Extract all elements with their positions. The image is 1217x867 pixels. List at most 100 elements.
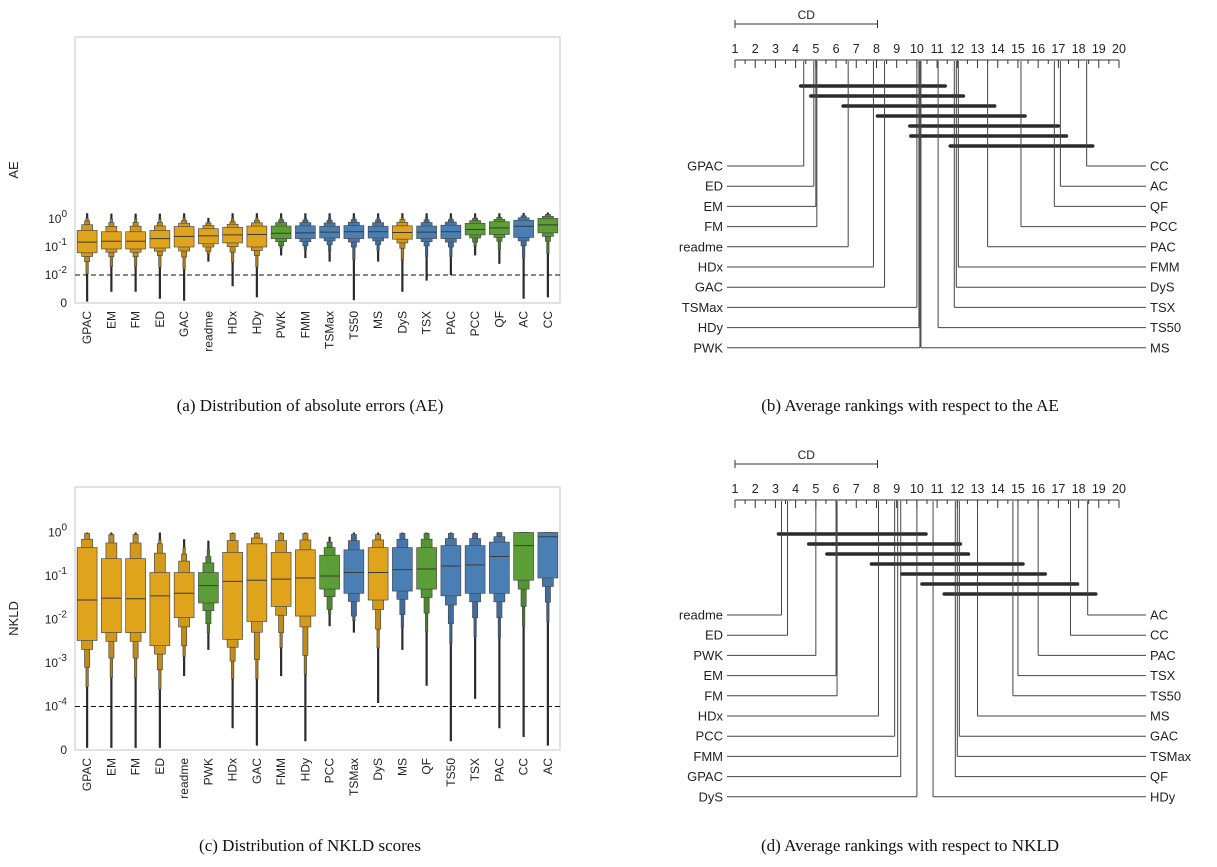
box-level xyxy=(246,543,268,622)
rank-tick-label: 4 xyxy=(792,42,799,56)
method-label-QF: QF xyxy=(1150,199,1168,214)
method-label-HDx: HDx xyxy=(698,709,724,724)
method-label-FM: FM xyxy=(704,219,723,234)
x-tick-label: HDx xyxy=(226,311,240,334)
cd-diagram-nkld-svg: CD1 2 3 4 5 6 7 8 9 10 11 12 13 14 15 16 17 18 19 20readmeE… xyxy=(679,448,1192,804)
method-label-TSMax: TSMax xyxy=(682,300,724,315)
box-MS xyxy=(367,213,389,262)
box-level xyxy=(76,547,98,641)
rank-tick-label: 15 xyxy=(1011,42,1025,56)
x-tick-label: DyS xyxy=(371,758,385,781)
cd-label: CD xyxy=(798,448,816,462)
rank-tick-label: 20 xyxy=(1112,482,1126,496)
y-axis-label: NKLD xyxy=(6,601,21,636)
box-AC xyxy=(537,532,559,746)
y-axis-label: AE xyxy=(6,161,21,179)
boxen-plot-ae-svg: AE 0 10-2 10-1 100 GPAC EM FM ED GAC readme HDx HDy P… xyxy=(6,36,561,352)
rank-tick-label: 17 xyxy=(1051,42,1065,56)
box-level xyxy=(440,545,462,597)
method-label-AC: AC xyxy=(1150,608,1168,623)
box-FM xyxy=(125,532,146,748)
rank-tick-label: 5 xyxy=(812,482,819,496)
x-tick-label: TSMax xyxy=(347,758,361,796)
rank-tick-label: 1 xyxy=(732,42,739,56)
rank-tick-label: 6 xyxy=(833,42,840,56)
y-tick-label: 10-2 xyxy=(45,265,68,282)
method-label-CC: CC xyxy=(1150,159,1169,174)
box-level xyxy=(295,225,316,239)
method-label-FMM: FMM xyxy=(693,749,723,764)
rank-tick-label: 8 xyxy=(873,42,880,56)
box-FMM xyxy=(270,532,292,677)
box-DyS xyxy=(392,213,413,292)
method-label-PCC: PCC xyxy=(696,729,723,744)
method-label-readme: readme xyxy=(679,608,723,623)
rank-tick-label: 19 xyxy=(1092,42,1106,56)
method-label-ED: ED xyxy=(705,628,723,643)
rank-tick-label: 13 xyxy=(971,482,985,496)
box-level xyxy=(464,545,486,594)
box-level xyxy=(149,572,171,647)
method-label-TSX: TSX xyxy=(1150,300,1176,315)
x-tick-label: HDy xyxy=(298,758,312,781)
box-TSMax xyxy=(319,213,340,262)
box-level xyxy=(537,218,559,234)
rank-tick-label: 14 xyxy=(991,482,1005,496)
box-HDy xyxy=(295,532,316,742)
box-TS50 xyxy=(440,532,462,742)
x-tick-label: GAC xyxy=(250,758,264,784)
rank-tick-label: 9 xyxy=(893,42,900,56)
box-level xyxy=(198,572,219,604)
cd-diagram-ae: CD 1 2 3 4 5 6 7 8 9 10 11 12 13 14 15 16 17 18 19 20 GPAC ED E… xyxy=(600,0,1217,400)
box-level xyxy=(489,541,510,594)
box-PAC xyxy=(440,213,462,275)
x-tick-label: CC xyxy=(541,311,555,329)
rank-tick-label: 13 xyxy=(971,42,985,56)
box-level xyxy=(125,558,146,633)
box-GAC xyxy=(246,532,268,746)
rank-tick-label: 3 xyxy=(772,482,779,496)
rank-tick-label: 18 xyxy=(1072,42,1086,56)
y-tick-label: 100 xyxy=(48,523,67,540)
box-level xyxy=(270,225,292,239)
rank-tick-label: 10 xyxy=(910,482,924,496)
box-level xyxy=(101,558,122,633)
method-label-HDx: HDx xyxy=(698,260,724,275)
rank-tick-label: 6 xyxy=(833,482,840,496)
x-tick-label: PWK xyxy=(201,758,215,785)
x-tick-label: HDy xyxy=(250,311,264,334)
rank-tick-label: 15 xyxy=(1011,482,1025,496)
x-tick-label: TS50 xyxy=(347,311,361,340)
cd-label: CD xyxy=(798,8,816,22)
method-label-ED: ED xyxy=(705,179,723,194)
box-TSX xyxy=(464,532,486,699)
x-tick-label: QF xyxy=(420,758,434,775)
box-FMM xyxy=(295,213,316,259)
x-tick-label: DyS xyxy=(395,311,409,334)
rank-tick-label: 17 xyxy=(1051,482,1065,496)
method-label-GAC: GAC xyxy=(695,280,723,295)
box-HDy xyxy=(246,213,268,298)
method-label-GAC: GAC xyxy=(1150,729,1178,744)
y-tick-label: 10-1 xyxy=(45,566,68,583)
method-label-PAC: PAC xyxy=(1150,648,1176,663)
x-tick-label: PWK xyxy=(274,311,288,338)
x-tick-label: MS xyxy=(371,311,385,329)
box-level xyxy=(513,532,534,581)
box-AC xyxy=(513,212,534,299)
box-level xyxy=(367,547,389,601)
method-label-PWK: PWK xyxy=(693,648,723,663)
box-DyS xyxy=(367,532,389,704)
x-tick-label: FMM xyxy=(298,311,312,338)
method-label-CC: CC xyxy=(1150,628,1169,643)
method-label-TS50: TS50 xyxy=(1150,320,1181,335)
box-FM xyxy=(125,213,146,292)
method-label-HDy: HDy xyxy=(1150,789,1176,804)
caption-c: (c) Distribution of NKLD scores xyxy=(199,836,421,855)
box-level xyxy=(319,554,340,590)
rank-tick-label: 12 xyxy=(950,42,964,56)
y-tick-label: 0 xyxy=(60,296,67,310)
x-tick-label: CC xyxy=(517,758,531,776)
box-ED xyxy=(149,213,171,299)
box-EM xyxy=(101,532,122,748)
